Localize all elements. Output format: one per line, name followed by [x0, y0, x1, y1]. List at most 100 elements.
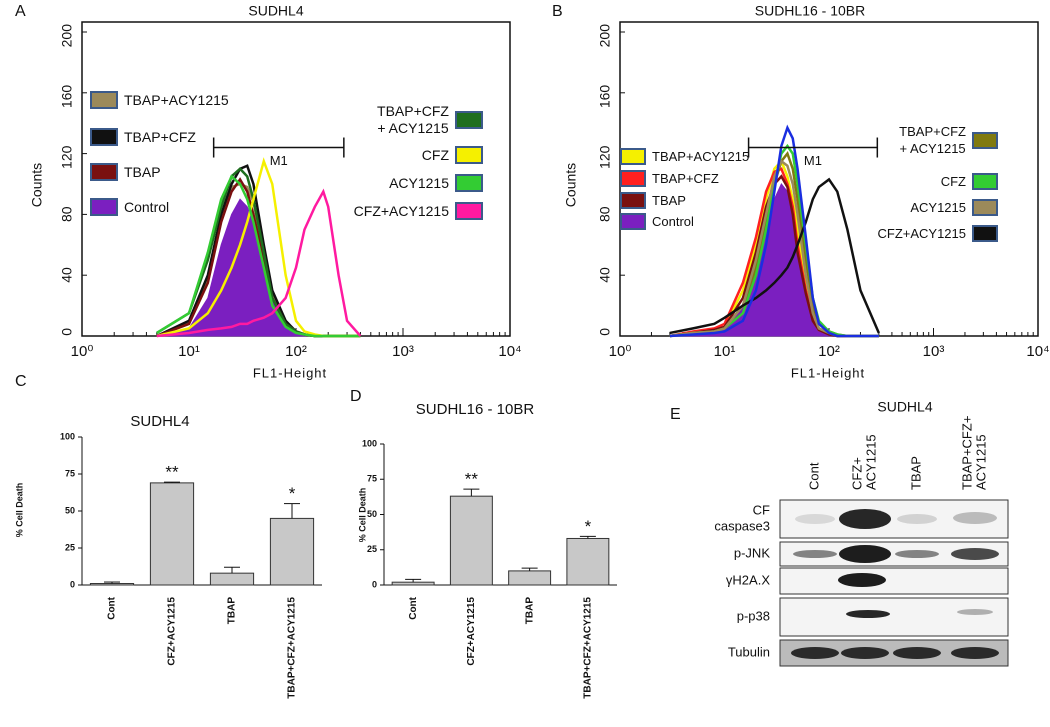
- legend-label: TBAP+CFZ: [124, 128, 196, 145]
- band: [895, 550, 939, 558]
- y-tick-label: 100: [60, 431, 75, 441]
- legend-label: TBAP+ACY1215: [124, 91, 229, 108]
- y-tick-label: 120: [59, 145, 75, 169]
- y-tick-label: 80: [597, 206, 613, 222]
- y-tick-label: 25: [367, 544, 377, 554]
- histogram-line: [669, 124, 879, 338]
- x-tick-label: 10⁰: [609, 343, 632, 360]
- legend-label: TBAP+CFZ + ACY1215: [899, 124, 966, 156]
- x-tick-label: 10¹: [714, 343, 736, 360]
- legend-label: Control: [124, 198, 170, 215]
- chart-title: SUDHL16 - 10BR: [416, 401, 535, 418]
- band: [897, 514, 937, 524]
- legend-label: ACY1215: [389, 174, 449, 191]
- y-axis-label: Counts: [29, 163, 45, 207]
- bar: [269, 517, 315, 586]
- bar: [508, 570, 552, 586]
- band: [839, 509, 891, 529]
- x-tick-label: Cont: [107, 596, 118, 619]
- legend-label: TBAP: [124, 163, 161, 180]
- legend-swatch: [620, 191, 646, 209]
- legend-label: TBAP+ACY1215: [652, 148, 750, 164]
- y-tick-label: 0: [70, 579, 75, 589]
- y-tick-label: 75: [367, 474, 377, 484]
- row-label: p-p38: [737, 608, 770, 623]
- y-tick-label: 50: [367, 509, 377, 519]
- x-tick-label: 10²: [818, 343, 840, 360]
- row-label: Tubulin: [728, 644, 770, 659]
- legend-swatch: [455, 202, 483, 220]
- significance-label: *: [289, 484, 296, 503]
- bar: [566, 537, 610, 586]
- histogram-area: [669, 183, 879, 337]
- legend-swatch: [972, 131, 998, 149]
- band: [838, 573, 886, 587]
- row-label: p-JNK: [734, 545, 770, 560]
- lane-label: ACY1215: [863, 434, 878, 490]
- legend-label: CFZ: [940, 173, 966, 189]
- band: [793, 550, 837, 558]
- y-tick-label: 160: [59, 85, 75, 109]
- chart-title: SUDHL4: [130, 413, 189, 430]
- bar: [391, 581, 435, 586]
- legend-swatch: [455, 146, 483, 164]
- legend-label: CFZ: [421, 146, 449, 163]
- lane-label: ACY1215: [973, 434, 988, 490]
- blot-title: SUDHL4: [877, 399, 932, 415]
- histogram-line: [156, 188, 362, 338]
- x-tick-label: 10⁴: [498, 343, 521, 360]
- y-tick-label: 80: [59, 206, 75, 222]
- lane-label: TBAP+CFZ+: [959, 416, 974, 490]
- x-tick-label: 10⁴: [1026, 343, 1049, 360]
- legend-swatch: [90, 128, 118, 146]
- band: [846, 610, 890, 618]
- legend-label: CFZ+ACY1215: [353, 202, 449, 219]
- x-tick-label: 10⁰: [71, 343, 94, 360]
- x-axis-label: FL1-Height: [253, 365, 327, 380]
- y-tick-label: 200: [597, 24, 613, 48]
- blot-frame: [779, 567, 1009, 595]
- histogram-line: [156, 174, 361, 338]
- band: [839, 545, 891, 563]
- legend-label: CFZ+ACY1215: [877, 225, 966, 241]
- y-tick-label: 160: [597, 85, 613, 109]
- legend-swatch: [90, 198, 118, 216]
- legend-swatch: [620, 147, 646, 165]
- significance-label: *: [585, 517, 592, 536]
- legend-swatch: [620, 169, 646, 187]
- legend-swatch: [90, 91, 118, 109]
- blot-frame: [779, 499, 1009, 539]
- legend-swatch: [455, 174, 483, 192]
- x-tick-label: 10²: [285, 343, 307, 360]
- blot-frames: [779, 499, 1009, 667]
- x-tick-label: TBAP+CFZ+ACY1215: [287, 597, 298, 699]
- y-tick-label: 25: [65, 542, 75, 552]
- gate-label: M1: [270, 153, 288, 168]
- band: [791, 647, 839, 659]
- panel-label: D: [350, 388, 362, 405]
- x-tick-label: TBAP: [524, 597, 535, 625]
- y-tick-label: 0: [59, 328, 75, 336]
- y-tick-label: 100: [362, 438, 377, 448]
- y-tick-label: 120: [597, 145, 613, 169]
- y-tick-label: 50: [65, 505, 75, 515]
- x-tick-label: CFZ+ACY1215: [167, 597, 178, 666]
- band: [951, 548, 999, 560]
- y-tick-label: 40: [59, 267, 75, 283]
- y-tick-label: 40: [597, 267, 613, 283]
- legend-swatch: [620, 212, 646, 230]
- chart-title: SUDHL4: [248, 3, 303, 19]
- bar: [89, 583, 135, 586]
- y-tick-label: 200: [59, 24, 75, 48]
- y-tick-label: 75: [65, 468, 75, 478]
- lane-label: Cont: [806, 462, 821, 490]
- legend-swatch: [90, 163, 118, 181]
- x-tick-label: 10³: [923, 343, 945, 360]
- panel-label: C: [15, 373, 27, 390]
- panel-label: B: [552, 3, 563, 20]
- significance-label: **: [165, 463, 179, 482]
- chart-title: SUDHL16 - 10BR: [755, 3, 866, 19]
- x-tick-label: Cont: [408, 596, 419, 619]
- x-tick-label: TBAP+CFZ+ACY1215: [583, 597, 594, 699]
- bar: [449, 495, 493, 586]
